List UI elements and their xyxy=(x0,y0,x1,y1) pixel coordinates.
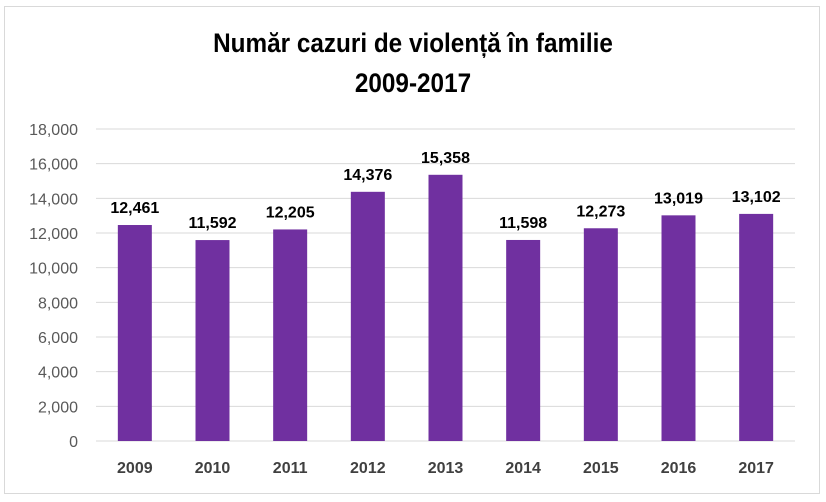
bar-2011 xyxy=(273,229,308,441)
y-tick-label: 14,000 xyxy=(29,191,78,208)
y-tick-label: 4,000 xyxy=(38,365,78,382)
bar-2014 xyxy=(506,239,541,441)
x-tick-label: 2012 xyxy=(350,460,386,477)
chart-border xyxy=(4,6,820,494)
data-label: 13,102 xyxy=(732,189,781,206)
chart-subtitle: 2009-2017 xyxy=(354,68,472,98)
bar-2013 xyxy=(428,174,463,441)
y-tick-label: 12,000 xyxy=(29,226,78,243)
x-tick-label: 2013 xyxy=(428,460,464,477)
x-tick-label: 2011 xyxy=(273,460,308,477)
y-tick-label: 18,000 xyxy=(29,122,78,139)
x-tick-label: 2010 xyxy=(195,460,231,477)
y-tick-label: 10,000 xyxy=(29,261,78,278)
bar-2017 xyxy=(739,213,774,441)
x-tick-label: 2015 xyxy=(583,460,619,477)
bar-2012 xyxy=(350,191,385,441)
bar-2016 xyxy=(661,215,696,441)
y-tick-label: 2,000 xyxy=(38,399,78,416)
x-tick-label: 2014 xyxy=(505,460,541,477)
y-tick-label: 0 xyxy=(69,434,78,451)
data-label: 12,273 xyxy=(576,203,625,220)
x-tick-label: 2017 xyxy=(738,460,774,477)
bar-2010 xyxy=(195,240,230,441)
y-tick-label: 6,000 xyxy=(38,330,78,347)
bar-2015 xyxy=(583,228,618,441)
data-label: 11,598 xyxy=(499,215,547,232)
x-tick-label: 2009 xyxy=(117,460,153,477)
chart-title: Număr cazuri de violență în familie xyxy=(213,28,613,58)
y-tick-label: 16,000 xyxy=(29,157,78,174)
data-label: 14,376 xyxy=(343,167,392,184)
data-label: 12,205 xyxy=(266,204,315,221)
bar-2009 xyxy=(117,225,152,441)
y-tick-label: 8,000 xyxy=(38,295,78,312)
data-label: 15,358 xyxy=(421,150,470,167)
data-label: 12,461 xyxy=(110,200,159,217)
data-label: 13,019 xyxy=(654,190,703,207)
x-tick-label: 2016 xyxy=(661,460,697,477)
data-label: 11,592 xyxy=(188,215,236,232)
